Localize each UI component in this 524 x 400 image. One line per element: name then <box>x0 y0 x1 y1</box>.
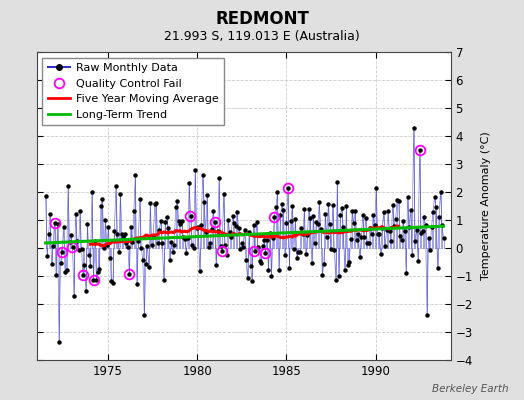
Text: REDMONT: REDMONT <box>215 10 309 28</box>
Legend: Raw Monthly Data, Quality Control Fail, Five Year Moving Average, Long-Term Tren: Raw Monthly Data, Quality Control Fail, … <box>42 58 224 125</box>
Y-axis label: Temperature Anomaly (°C): Temperature Anomaly (°C) <box>481 132 491 280</box>
Text: Berkeley Earth: Berkeley Earth <box>432 384 508 394</box>
Text: 21.993 S, 119.013 E (Australia): 21.993 S, 119.013 E (Australia) <box>164 30 360 43</box>
